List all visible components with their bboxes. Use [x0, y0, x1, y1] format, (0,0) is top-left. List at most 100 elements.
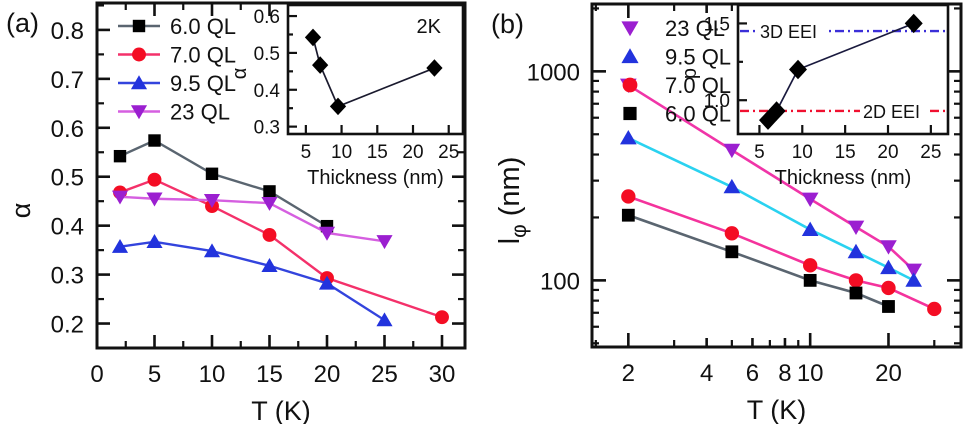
inset-y-tick-label: 0.3	[254, 118, 280, 139]
panel-a-label: (a)	[6, 8, 39, 38]
data-point	[847, 220, 865, 236]
inset-y-tick-label: 0.6	[254, 7, 280, 28]
data-point	[111, 238, 129, 253]
inset-x-tick-label: 25	[438, 142, 459, 163]
inset-y-axis-title: p	[679, 68, 701, 79]
legend-item-9-5-QL[interactable]: 9.5 QL	[621, 45, 731, 70]
series-23-QL	[111, 190, 393, 250]
inset-data-point	[789, 59, 807, 80]
data-point	[261, 258, 278, 272]
data-point	[318, 226, 336, 241]
data-point	[880, 259, 897, 275]
legend-label: 6.0 QL	[170, 14, 236, 39]
inset-x-tick-label: 25	[920, 142, 941, 163]
data-point	[723, 143, 741, 159]
series-9-5-QL	[620, 129, 923, 287]
legend-item-6-0-QL[interactable]: 6.0 QL	[118, 14, 236, 39]
data-point	[262, 228, 277, 242]
inset-frame	[736, 3, 950, 136]
inset-frame	[286, 3, 465, 136]
inset-y-tick-label: 1.5	[704, 14, 730, 35]
data-point	[801, 192, 819, 208]
data-point	[927, 301, 942, 317]
legend-item-7-0-QL[interactable]: 7.0 QL	[118, 43, 236, 68]
data-point	[803, 258, 818, 273]
series-6-0-QL	[621, 208, 895, 313]
inset-y-tick-label: 1.0	[704, 91, 730, 112]
data-point	[848, 273, 864, 288]
y-axis-title: lφ (nm)	[494, 157, 531, 245]
data-point	[376, 312, 393, 327]
panel-b-series-group	[620, 78, 942, 317]
legend-marker	[621, 21, 639, 37]
data-point	[725, 245, 739, 259]
x-tick-label: 20	[314, 361, 341, 388]
x-tick-label: 4	[700, 360, 713, 387]
y-tick-label: 0.3	[51, 263, 84, 290]
legend-label: 6.0 QL	[665, 102, 731, 127]
inset-series-line	[312, 37, 435, 108]
series-7-0-QL	[113, 172, 449, 325]
data-point	[318, 275, 336, 290]
data-point	[905, 272, 923, 287]
inset-data-point	[767, 101, 786, 121]
series-line	[627, 213, 889, 308]
legend-item-7-0-QL[interactable]: 7.0 QL	[622, 73, 731, 98]
legend-item-6-0-QL[interactable]: 6.0 QL	[623, 102, 731, 127]
inset-x-axis-title: Thickness (nm)	[775, 167, 912, 189]
data-point	[146, 192, 163, 207]
legend-item-9-5-QL[interactable]: 9.5 QL	[118, 71, 236, 96]
panel-b-inset: 1.0 1.5 5 10 15 20 25 Thickness (nm) p 3D EEI 2D E…	[679, 3, 950, 189]
legend-marker	[132, 19, 146, 33]
legend-label: 7.0 QL	[170, 43, 236, 68]
data-point	[905, 263, 923, 279]
data-point	[882, 300, 895, 313]
legend-marker	[622, 77, 638, 93]
x-tick-label: 10	[199, 361, 226, 388]
inset-x-tick-label: 10	[792, 142, 813, 163]
data-point	[261, 196, 278, 211]
data-point	[620, 129, 637, 145]
data-point	[621, 189, 636, 204]
x-tick-label: 5	[148, 361, 161, 388]
panel-b-label: (b)	[491, 9, 524, 39]
series-line	[627, 136, 915, 282]
panel-a: (a) 0.2 0.3 0.4 0.5 0.6 0.7 0.8 0 5 10 15 20 25 30 T (…	[6, 1, 467, 424]
legend-marker	[130, 75, 148, 90]
data-point	[111, 190, 129, 205]
data-point	[203, 243, 221, 258]
x-tick-label: 6	[746, 360, 759, 387]
inset-x-tick-label: 15	[835, 142, 856, 163]
data-point	[621, 208, 635, 222]
y-tick-label: 0.8	[51, 18, 84, 45]
inset-data-point	[304, 28, 322, 47]
series-line	[119, 240, 386, 322]
series-7-0-QL	[621, 189, 942, 317]
data-point	[849, 286, 863, 300]
legend-marker	[623, 106, 637, 121]
panel-b-legend: 23 QL 9.5 QL 7.0 QL 6.0 QL	[621, 16, 731, 127]
legend-label: 9.5 QL	[665, 45, 731, 70]
legend-item-23-QL[interactable]: 23 QL	[621, 16, 725, 41]
legend-marker	[130, 105, 148, 120]
inset-data-point	[329, 97, 347, 116]
x-tick-label: 20	[875, 360, 902, 387]
legend-label: 7.0 QL	[665, 73, 731, 98]
x-tick-label: 30	[429, 361, 456, 388]
data-point	[203, 194, 221, 208]
inset-x-tick-label: 5	[754, 142, 765, 163]
x-tick-label: 10	[797, 360, 824, 387]
series-line	[627, 195, 935, 311]
legend-marker	[132, 47, 146, 62]
data-point	[146, 234, 163, 249]
x-tick-label: 2	[622, 360, 635, 387]
inset-x-tick-label: 5	[301, 142, 312, 163]
x-axis-title: T (K)	[251, 396, 311, 424]
data-point	[205, 167, 219, 180]
reference-line-3D-EEI: 3D EEI	[740, 20, 946, 42]
x-tick-label: 15	[256, 361, 283, 388]
label-halo	[757, 20, 827, 41]
inset-x-tick-label: 20	[402, 142, 423, 163]
legend-item-23-QL[interactable]: 23 QL	[118, 100, 230, 125]
data-point	[435, 310, 449, 325]
